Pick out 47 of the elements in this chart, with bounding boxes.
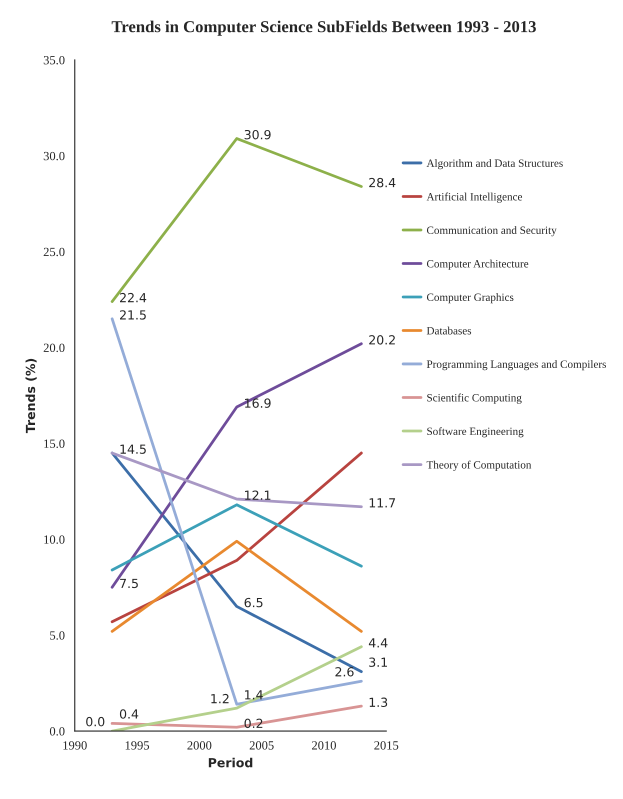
data-label: 2.6 (335, 667, 354, 677)
data-label: 4.4 (368, 638, 388, 648)
data-label: 0.2 (244, 718, 262, 728)
x-tick-label: 1995 (126, 741, 150, 750)
data-label: 1.2 (211, 694, 229, 704)
legend-label: Software Engineering (427, 427, 524, 438)
x-tick-label: 2000 (187, 741, 212, 750)
y-tick-label: 15.0 (44, 439, 65, 448)
legend-label: Computer Graphics (426, 293, 514, 304)
data-label: 14.5 (120, 444, 146, 454)
legend-label: Theory of Computation (426, 460, 532, 471)
y-axis-title: Trends (%) (26, 358, 37, 434)
data-label: 12.1 (245, 490, 270, 500)
y-tick-label: 30.0 (44, 152, 65, 160)
data-label: 3.1 (369, 657, 388, 667)
data-label: 1.4 (245, 690, 263, 700)
data-label: 1.3 (370, 698, 388, 708)
x-tick-label: 1990 (63, 741, 87, 750)
x-axis-title: Period (208, 758, 252, 768)
x-tick-label: 2010 (312, 741, 336, 750)
data-label: 20.2 (369, 335, 395, 345)
data-label: 21.5 (120, 310, 146, 320)
y-tick-label: 25.0 (44, 248, 65, 256)
data-label: 22.4 (120, 292, 146, 302)
legend-label: Algorithm and Data Structures (426, 159, 563, 170)
x-tick-label: 2005 (250, 741, 274, 750)
legend-label: Scientific Computing (427, 394, 522, 404)
legend-label: Communication and Security (426, 226, 557, 236)
data-label: 0.0 (86, 716, 104, 726)
y-tick-label: 0.0 (50, 727, 65, 736)
y-tick-label: 20.0 (44, 344, 65, 352)
data-label: 28.4 (369, 178, 396, 188)
y-tick-label: 10.0 (44, 535, 65, 544)
x-tick-label: 2015 (374, 741, 398, 750)
data-label: 7.5 (120, 578, 138, 588)
legend-label: Programming Languages and Compilers (426, 360, 606, 370)
data-label: 6.5 (244, 598, 262, 608)
data-label: 30.9 (244, 130, 271, 140)
chart-title: Trends in Computer Science SubFields Between 1993 - 2013 (112, 20, 536, 36)
legend-label: Databases (426, 326, 472, 334)
data-label: 11.7 (370, 498, 396, 508)
data-label: 0.4 (120, 709, 138, 719)
y-tick-label: 35.0 (44, 56, 65, 64)
legend-label: Computer Architecture (426, 260, 528, 270)
legend-label: Artificial Intelligence (426, 192, 522, 203)
y-tick-label: 5.0 (50, 631, 65, 640)
data-label: 16.9 (245, 398, 271, 408)
